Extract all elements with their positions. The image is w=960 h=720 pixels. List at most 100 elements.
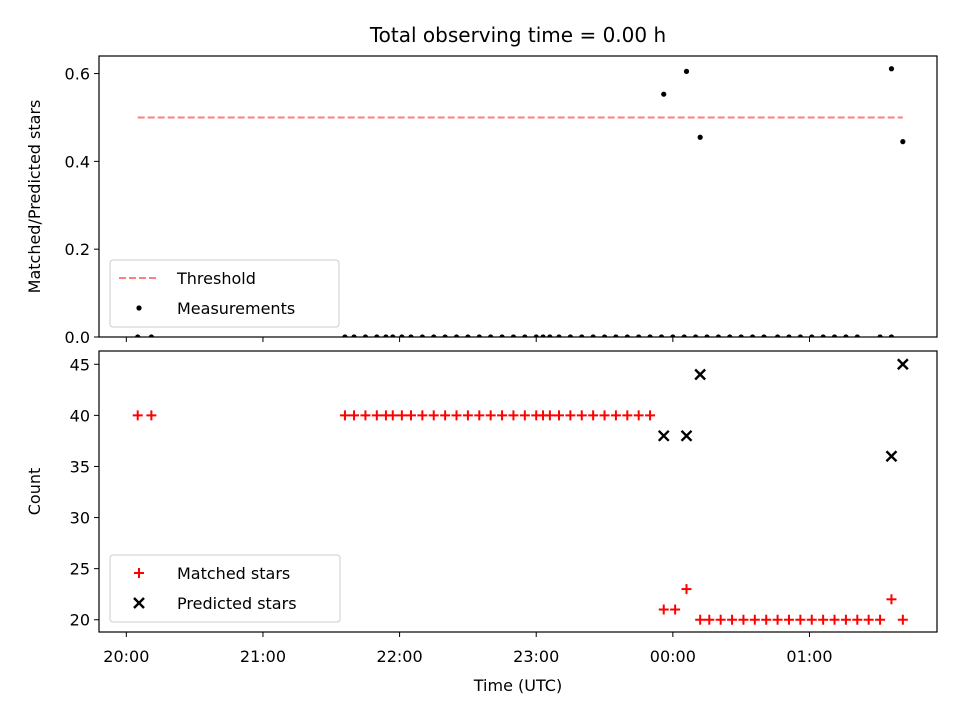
predicted-star-marker — [896, 358, 909, 371]
data-point — [590, 334, 596, 337]
data-point — [374, 334, 380, 337]
legend-label: Measurements — [177, 299, 295, 318]
matched-star-marker — [772, 614, 783, 625]
matched-star-marker — [749, 614, 760, 625]
matched-star-marker — [727, 614, 738, 625]
data-point — [408, 334, 414, 337]
matched-star-marker — [795, 614, 806, 625]
data-point — [727, 334, 733, 337]
matched-star-marker — [645, 410, 656, 421]
matched-star-marker — [806, 614, 817, 625]
data-point — [540, 334, 546, 337]
data-point — [510, 334, 517, 337]
data-point — [556, 334, 562, 337]
matched-star-marker — [704, 614, 715, 625]
legend-label: Threshold — [176, 269, 256, 288]
legend-measurement-swatch — [136, 305, 142, 311]
y-tick-label: 0.2 — [65, 240, 90, 259]
matched-star-marker — [658, 604, 669, 615]
x-tick-label: 23:00 — [513, 647, 559, 666]
chart-title: Total observing time = 0.00 h — [369, 23, 666, 47]
matched-star-marker — [396, 410, 407, 421]
matched-star-marker — [576, 410, 587, 421]
data-point — [797, 334, 803, 337]
data-point — [681, 334, 687, 337]
data-point — [135, 334, 141, 337]
ratio-panel: 0.0 0.2 0.4 0.6 Matched/Predicted stars Thres… — [25, 55, 938, 347]
x-axis-label: Time (UTC) — [473, 676, 562, 695]
matched-star-marker — [695, 614, 706, 625]
x-tick-label: 01:00 — [786, 647, 832, 666]
legend: Matched stars Predicted stars — [109, 554, 341, 623]
data-point — [465, 334, 471, 337]
y-tick-label: 40 — [70, 406, 90, 425]
axes-frame — [98, 350, 938, 633]
legend-label: Predicted stars — [177, 594, 297, 613]
matched-star-marker — [387, 410, 398, 421]
data-point — [670, 334, 676, 337]
matched-star-marker — [886, 594, 897, 605]
data-point — [636, 334, 642, 337]
matched-star-marker — [681, 584, 692, 595]
data-point — [601, 334, 608, 337]
data-point — [693, 334, 699, 337]
count-panel: 20 25 30 35 40 45 20:00 21:00 22:00 23:00 00:00 01:… — [25, 350, 938, 666]
data-point — [854, 334, 860, 337]
matched-star-marker — [622, 410, 633, 421]
y-axis-label: Matched/Predicted stars — [25, 100, 44, 294]
data-point — [442, 334, 448, 337]
y-tick-label: 0.6 — [65, 65, 90, 84]
matched-star-marker — [599, 410, 610, 421]
x-tick-label: 21:00 — [240, 647, 286, 666]
matched-star-marker — [146, 410, 157, 421]
matched-star-marker — [829, 614, 840, 625]
y-tick-label: 0.4 — [65, 152, 90, 171]
y-tick-label: 45 — [70, 355, 90, 374]
data-point — [624, 334, 630, 337]
data-point — [715, 334, 721, 337]
matched-star-marker — [417, 410, 428, 421]
matched-star-marker — [451, 410, 462, 421]
data-point — [148, 334, 154, 337]
data-point — [704, 334, 710, 337]
data-point — [547, 334, 553, 337]
matched-star-marker — [405, 410, 416, 421]
data-point — [613, 334, 619, 337]
x-tick-label: 22:00 — [377, 647, 423, 666]
matched-star-marker — [897, 614, 908, 625]
x-tick-label: 00:00 — [650, 647, 696, 666]
data-point — [499, 334, 505, 337]
y-tick-label: 25 — [70, 560, 90, 579]
predicted-star-marker — [657, 429, 670, 442]
y-tick-label: 0.0 — [65, 328, 90, 347]
data-point — [661, 91, 667, 97]
axes-frame — [98, 55, 938, 338]
predicted-star-marker — [680, 429, 693, 442]
data-point — [888, 334, 895, 337]
data-point — [774, 334, 781, 337]
data-point — [658, 334, 665, 337]
legend: Threshold Measurements — [109, 259, 340, 328]
y-tick-label: 35 — [70, 457, 90, 476]
matched-star-marker — [497, 410, 508, 421]
matched-star-marker — [474, 410, 485, 421]
matched-star-marker — [875, 614, 886, 625]
y-tick-label: 30 — [70, 509, 90, 528]
y-axis-label: Count — [25, 468, 44, 516]
data-point — [888, 66, 895, 72]
data-point — [390, 334, 396, 337]
matched-star-marker — [588, 410, 599, 421]
data-point — [683, 68, 690, 74]
matched-star-marker — [349, 410, 360, 421]
data-point — [843, 334, 849, 337]
matched-star-marker — [519, 410, 530, 421]
predicted-star-marker — [885, 450, 898, 463]
data-points — [135, 66, 906, 337]
data-point — [697, 134, 703, 140]
data-point — [342, 334, 348, 337]
data-point — [749, 334, 756, 337]
data-point — [579, 334, 585, 337]
matched-star-marker — [863, 614, 874, 625]
predicted-star-marker — [694, 368, 707, 381]
